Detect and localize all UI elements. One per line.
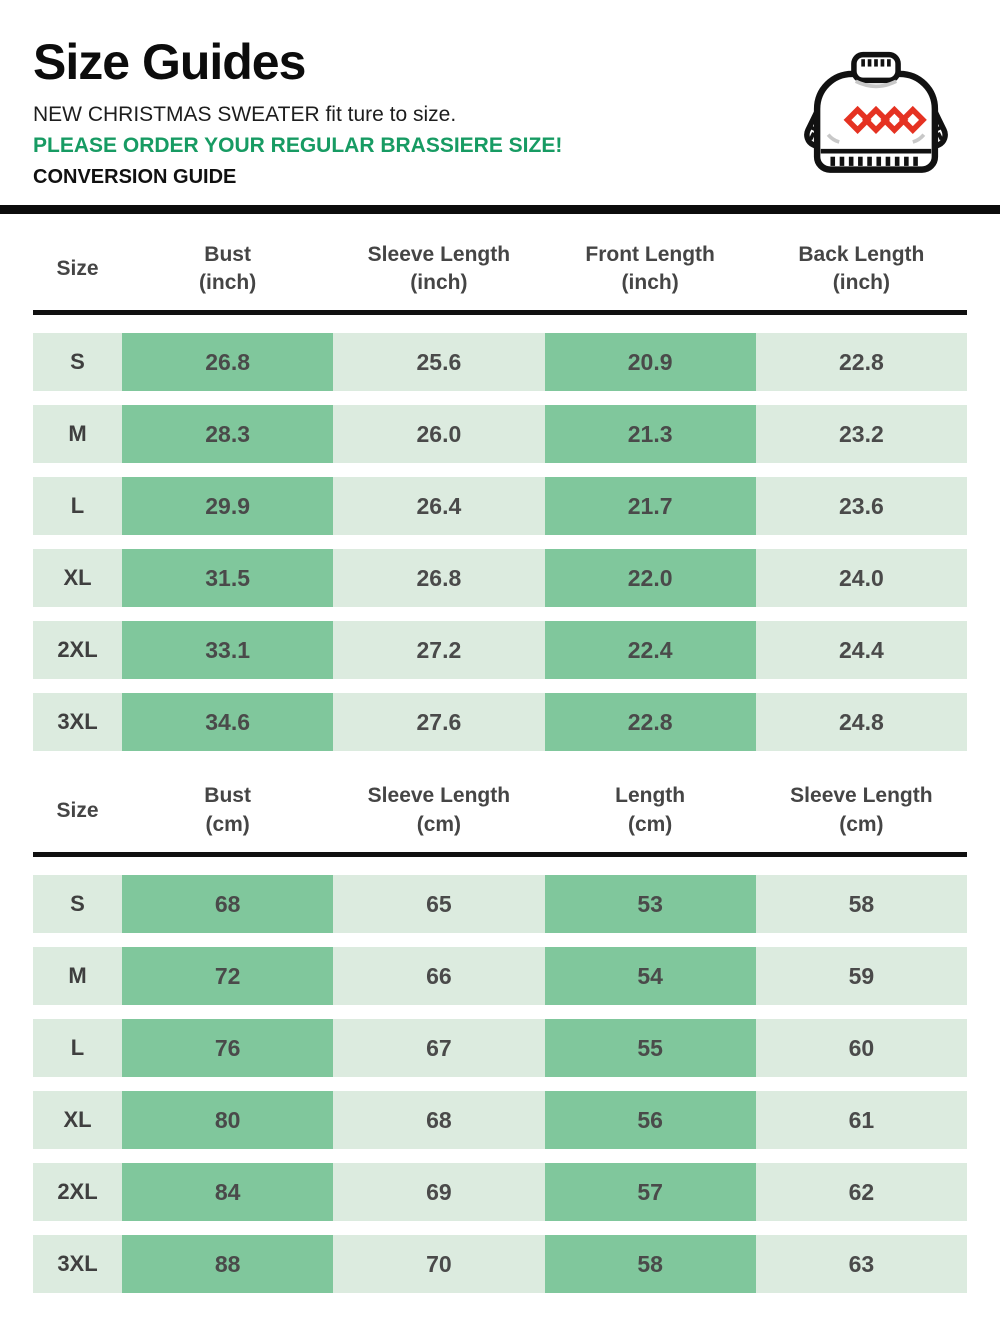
measurement-cell: 27.2 bbox=[333, 621, 545, 680]
measurement-cell: 62 bbox=[755, 1163, 967, 1222]
column-header-sleeve-length: Sleeve Length (cm) bbox=[367, 784, 511, 837]
measurement-cell: 26.8 bbox=[333, 549, 545, 608]
measurement-cell: 22.8 bbox=[755, 333, 967, 392]
cm-size-table: Size Bust (cm) Sleeve Length (cm) Length (c… bbox=[0, 782, 1000, 1294]
size-label-cell: 2XL bbox=[33, 621, 122, 680]
measurement-cell: 88 bbox=[122, 1235, 334, 1294]
measurement-cell: 66 bbox=[333, 947, 545, 1006]
conversion-guide-label: CONVERSION GUIDE bbox=[33, 165, 237, 188]
cm-table-rows: S 68 65 53 58 M 72 66 54 59 L 76 67 55 60 XL 80 68 56 61 2XL… bbox=[33, 875, 967, 1294]
measurement-cell: 29.9 bbox=[122, 477, 334, 536]
diamond-pattern bbox=[843, 105, 927, 134]
header-section: Size Guides NEW CHRISTMAS SWEATER fit tu… bbox=[0, 0, 1000, 189]
measurement-cell: 24.4 bbox=[755, 621, 967, 680]
size-label-cell: XL bbox=[33, 1091, 122, 1150]
measurement-cell: 58 bbox=[755, 875, 967, 934]
measurement-cell: 24.8 bbox=[755, 693, 967, 752]
measurement-cell: 20.9 bbox=[544, 333, 756, 392]
measurement-cell: 68 bbox=[122, 875, 334, 934]
christmas-sweater-icon bbox=[804, 51, 948, 173]
measurement-cell: 26.4 bbox=[333, 477, 545, 536]
column-header-bust: Bust (inch) bbox=[199, 242, 257, 295]
measurement-cell: 34.6 bbox=[122, 693, 334, 752]
inch-table-rows: S 26.8 25.6 20.9 22.8 M 28.3 26.0 21.3 23.2 L 29.9 2… bbox=[33, 333, 967, 752]
table-row: 2XL 33.1 27.2 22.4 24.4 bbox=[33, 621, 967, 680]
measurement-cell: 22.0 bbox=[544, 549, 756, 608]
table-row: 3XL 34.6 27.6 22.8 24.8 bbox=[33, 693, 967, 752]
measurement-cell: 84 bbox=[122, 1163, 334, 1222]
measurement-cell: 23.6 bbox=[755, 477, 967, 536]
measurement-cell: 27.6 bbox=[333, 693, 545, 752]
size-label-cell: L bbox=[33, 477, 122, 536]
fit-subtitle: NEW CHRISTMAS SWEATER fit ture to size. bbox=[33, 102, 457, 126]
table-row: 3XL 88 70 58 63 bbox=[33, 1235, 967, 1294]
measurement-cell: 21.7 bbox=[544, 477, 756, 536]
order-notice: PLEASE ORDER YOUR REGULAR BRASSIERE SIZE… bbox=[33, 133, 563, 157]
column-header-sleeve-length-2: Sleeve Length (cm) bbox=[790, 784, 933, 837]
measurement-cell: 26.8 bbox=[122, 333, 334, 392]
measurement-cell: 31.5 bbox=[122, 549, 334, 608]
measurement-cell: 70 bbox=[333, 1235, 545, 1294]
table-row: S 26.8 25.6 20.9 22.8 bbox=[33, 333, 967, 392]
header-divider bbox=[0, 204, 1000, 214]
measurement-cell: 58 bbox=[544, 1235, 756, 1294]
measurement-cell: 26.0 bbox=[333, 405, 545, 464]
measurement-cell: 22.8 bbox=[544, 693, 756, 752]
size-label-cell: M bbox=[33, 947, 122, 1006]
measurement-cell: 63 bbox=[755, 1235, 967, 1294]
measurement-cell: 23.2 bbox=[755, 405, 967, 464]
measurement-cell: 21.3 bbox=[544, 405, 756, 464]
measurement-cell: 67 bbox=[333, 1019, 545, 1078]
measurement-cell: 68 bbox=[333, 1091, 545, 1150]
size-label-cell: S bbox=[33, 333, 122, 392]
table-row: L 76 67 55 60 bbox=[33, 1019, 967, 1078]
measurement-cell: 80 bbox=[122, 1091, 334, 1150]
cm-table-header: Size Bust (cm) Sleeve Length (cm) Length (c… bbox=[33, 782, 967, 840]
table-row: M 72 66 54 59 bbox=[33, 947, 967, 1006]
table-row: M 28.3 26.0 21.3 23.2 bbox=[33, 405, 967, 464]
table-row: XL 80 68 56 61 bbox=[33, 1091, 967, 1150]
table-row: S 68 65 53 58 bbox=[33, 875, 967, 934]
measurement-cell: 76 bbox=[122, 1019, 334, 1078]
inch-size-table: Size Bust (inch) Sleeve Length (inch) Fron… bbox=[0, 241, 1000, 752]
table-header-rule bbox=[33, 852, 967, 858]
column-header-front-length: Front Length (inch) bbox=[585, 242, 715, 295]
measurement-cell: 61 bbox=[755, 1091, 967, 1150]
measurement-cell: 60 bbox=[755, 1019, 967, 1078]
size-label-cell: L bbox=[33, 1019, 122, 1078]
table-row: L 29.9 26.4 21.7 23.6 bbox=[33, 477, 967, 536]
page-title: Size Guides bbox=[33, 34, 306, 90]
measurement-cell: 57 bbox=[544, 1163, 756, 1222]
inch-table-header: Size Bust (inch) Sleeve Length (inch) Fron… bbox=[33, 241, 967, 299]
size-label-cell: M bbox=[33, 405, 122, 464]
table-row: XL 31.5 26.8 22.0 24.0 bbox=[33, 549, 967, 608]
column-header-length: Length (cm) bbox=[615, 784, 686, 837]
column-header-size: Size bbox=[56, 798, 99, 822]
measurement-cell: 28.3 bbox=[122, 405, 334, 464]
measurement-cell: 24.0 bbox=[755, 549, 967, 608]
measurement-cell: 54 bbox=[544, 947, 756, 1006]
size-label-cell: XL bbox=[33, 549, 122, 608]
measurement-cell: 25.6 bbox=[333, 333, 545, 392]
measurement-cell: 72 bbox=[122, 947, 334, 1006]
table-header-rule bbox=[33, 310, 967, 316]
measurement-cell: 22.4 bbox=[544, 621, 756, 680]
size-label-cell: S bbox=[33, 875, 122, 934]
size-label-cell: 3XL bbox=[33, 693, 122, 752]
measurement-cell: 55 bbox=[544, 1019, 756, 1078]
measurement-cell: 56 bbox=[544, 1091, 756, 1150]
column-header-sleeve-length: Sleeve Length (inch) bbox=[367, 242, 511, 295]
column-header-size: Size bbox=[56, 256, 99, 280]
table-row: 2XL 84 69 57 62 bbox=[33, 1163, 967, 1222]
measurement-cell: 69 bbox=[333, 1163, 545, 1222]
measurement-cell: 53 bbox=[544, 875, 756, 934]
column-header-bust: Bust (cm) bbox=[204, 784, 251, 837]
measurement-cell: 33.1 bbox=[122, 621, 334, 680]
size-label-cell: 2XL bbox=[33, 1163, 122, 1222]
column-header-back-length: Back Length (inch) bbox=[798, 242, 925, 295]
measurement-cell: 65 bbox=[333, 875, 545, 934]
size-label-cell: 3XL bbox=[33, 1235, 122, 1294]
measurement-cell: 59 bbox=[755, 947, 967, 1006]
